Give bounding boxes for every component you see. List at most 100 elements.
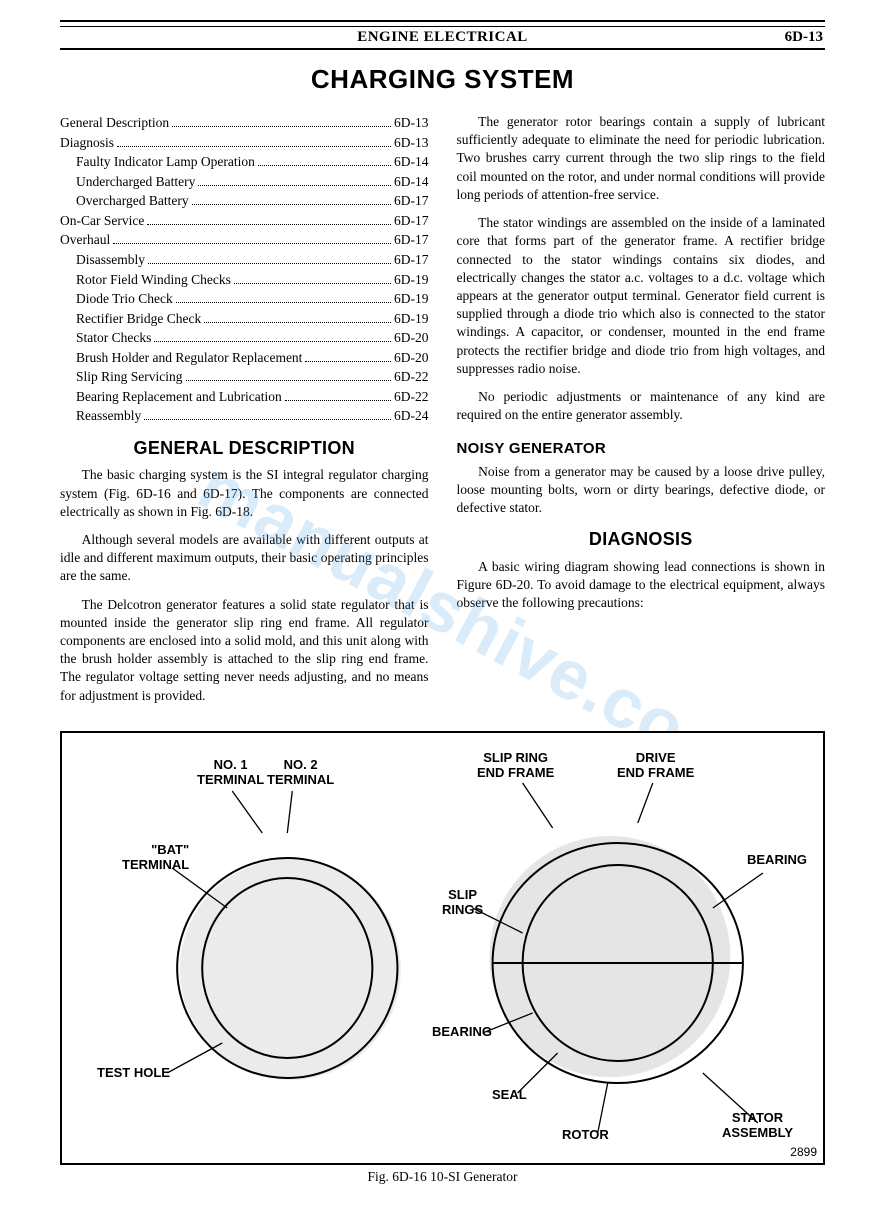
general-description-heading: GENERAL DESCRIPTION bbox=[60, 436, 429, 460]
toc-row: Overcharged Battery6D-17 bbox=[60, 191, 429, 211]
toc-dots bbox=[117, 146, 391, 147]
toc-page: 6D-13 bbox=[394, 133, 429, 153]
body-paragraph: The Delcotron generator features a solid… bbox=[60, 596, 429, 705]
toc-page: 6D-22 bbox=[394, 387, 429, 407]
body-paragraph: Noise from a generator may be caused by … bbox=[457, 463, 826, 518]
header-section-title: ENGINE ELECTRICAL bbox=[357, 29, 528, 46]
toc-label: Rotor Field Winding Checks bbox=[76, 270, 231, 290]
figure-leader-lines bbox=[62, 733, 823, 1163]
figure-label-no2-terminal: NO. 2 TERMINAL bbox=[267, 758, 334, 788]
toc-page: 6D-19 bbox=[394, 289, 429, 309]
toc-dots bbox=[198, 185, 391, 186]
body-paragraph: The stator windings are assembled on the… bbox=[457, 214, 826, 378]
toc-row: Overhaul 6D-17 bbox=[60, 230, 429, 250]
toc-page: 6D-20 bbox=[394, 348, 429, 368]
toc-page: 6D-24 bbox=[394, 406, 429, 426]
toc-row: Brush Holder and Regulator Replacement 6D… bbox=[60, 348, 429, 368]
toc-label: Stator Checks bbox=[76, 328, 151, 348]
toc-label: Overhaul bbox=[60, 230, 110, 250]
figure-label-stator-assembly: STATOR ASSEMBLY bbox=[722, 1111, 793, 1141]
figure-label-rotor: ROTOR bbox=[562, 1128, 609, 1143]
page-header: ENGINE ELECTRICAL 6D-13 bbox=[60, 29, 825, 48]
toc-row: Diode Trio Check 6D-19 bbox=[60, 289, 429, 309]
content-columns: General Description6D-13Diagnosis6D-13Fa… bbox=[60, 113, 825, 715]
toc-dots bbox=[186, 380, 391, 381]
toc-dots bbox=[172, 126, 391, 127]
toc-label: Overcharged Battery bbox=[76, 191, 189, 211]
toc-dots bbox=[148, 263, 391, 264]
body-paragraph: The basic charging system is the SI inte… bbox=[60, 466, 429, 521]
figure-label-bat-terminal: "BAT" TERMINAL bbox=[122, 843, 189, 873]
toc-label: Diode Trio Check bbox=[76, 289, 173, 309]
figure-6d-16: NO. 1 TERMINAL NO. 2 TERMINAL "BAT" TERM… bbox=[60, 731, 825, 1165]
figure-label-bearing-right: BEARING bbox=[747, 853, 807, 868]
toc-dots bbox=[192, 204, 391, 205]
header-page-number: 6D-13 bbox=[785, 29, 823, 46]
toc-label: Faulty Indicator Lamp Operation bbox=[76, 152, 255, 172]
toc-row: Bearing Replacement and Lubrication 6D-22 bbox=[60, 387, 429, 407]
toc-dots bbox=[204, 322, 391, 323]
toc-row: Stator Checks 6D-20 bbox=[60, 328, 429, 348]
top-rule bbox=[60, 20, 825, 27]
toc-page: 6D-20 bbox=[394, 328, 429, 348]
toc-dots bbox=[285, 400, 391, 401]
toc-label: Reassembly bbox=[76, 406, 141, 426]
toc-page: 6D-14 bbox=[394, 172, 429, 192]
toc-row: Disassembly 6D-17 bbox=[60, 250, 429, 270]
body-paragraph: A basic wiring diagram showing lead conn… bbox=[457, 558, 826, 613]
body-paragraph: No periodic adjustments or maintenance o… bbox=[457, 388, 826, 424]
left-column: General Description6D-13Diagnosis6D-13Fa… bbox=[60, 113, 429, 715]
toc-dots bbox=[176, 302, 391, 303]
figure-label-seal: SEAL bbox=[492, 1088, 527, 1103]
figure-label-test-hole: TEST HOLE bbox=[97, 1066, 170, 1081]
toc-dots bbox=[147, 224, 391, 225]
toc-dots bbox=[234, 283, 391, 284]
toc-label: Brush Holder and Regulator Replacement bbox=[76, 348, 302, 368]
header-left-spacer bbox=[62, 29, 66, 46]
toc-label: Slip Ring Servicing bbox=[76, 367, 183, 387]
toc-page: 6D-17 bbox=[394, 250, 429, 270]
toc-row: Undercharged Battery 6D-14 bbox=[60, 172, 429, 192]
toc-row: Rectifier Bridge Check 6D-19 bbox=[60, 309, 429, 329]
toc-row: On-Car Service 6D-17 bbox=[60, 211, 429, 231]
body-paragraph: Although several models are available wi… bbox=[60, 531, 429, 586]
figure-label-drive-end-frame: DRIVE END FRAME bbox=[617, 751, 694, 781]
toc-dots bbox=[305, 361, 391, 362]
toc-row: Rotor Field Winding Checks 6D-19 bbox=[60, 270, 429, 290]
toc-label: On-Car Service bbox=[60, 211, 144, 231]
figure-label-slip-ring-end-frame: SLIP RING END FRAME bbox=[477, 751, 554, 781]
toc-label: Disassembly bbox=[76, 250, 145, 270]
figure-number: 2899 bbox=[790, 1145, 817, 1159]
toc-label: Undercharged Battery bbox=[76, 172, 195, 192]
body-paragraph: The generator rotor bearings contain a s… bbox=[457, 113, 826, 204]
toc-dots bbox=[258, 165, 391, 166]
right-column: The generator rotor bearings contain a s… bbox=[457, 113, 826, 715]
figure-label-no1-terminal: NO. 1 TERMINAL bbox=[197, 758, 264, 788]
page: manualshive.co ENGINE ELECTRICAL 6D-13 C… bbox=[0, 0, 885, 1215]
figure-caption: Fig. 6D-16 10-SI Generator bbox=[60, 1169, 825, 1185]
diagnosis-heading: DIAGNOSIS bbox=[457, 527, 826, 551]
toc-page: 6D-19 bbox=[394, 270, 429, 290]
toc-label: Bearing Replacement and Lubrication bbox=[76, 387, 282, 407]
toc-page: 6D-17 bbox=[394, 211, 429, 231]
toc-page: 6D-14 bbox=[394, 152, 429, 172]
table-of-contents: General Description6D-13Diagnosis6D-13Fa… bbox=[60, 113, 429, 426]
toc-row: Slip Ring Servicing6D-22 bbox=[60, 367, 429, 387]
toc-page: 6D-17 bbox=[394, 230, 429, 250]
figure-label-bearing-left: BEARING bbox=[432, 1025, 492, 1040]
toc-dots bbox=[144, 419, 391, 420]
toc-label: General Description bbox=[60, 113, 169, 133]
toc-row: General Description 6D-13 bbox=[60, 113, 429, 133]
toc-dots bbox=[113, 243, 391, 244]
toc-row: Reassembly 6D-24 bbox=[60, 406, 429, 426]
toc-label: Diagnosis bbox=[60, 133, 114, 153]
figure-label-slip-rings: SLIP RINGS bbox=[442, 888, 483, 918]
noisy-generator-heading: NOISY GENERATOR bbox=[457, 439, 826, 459]
toc-page: 6D-19 bbox=[394, 309, 429, 329]
toc-label: Rectifier Bridge Check bbox=[76, 309, 201, 329]
toc-row: Faulty Indicator Lamp Operation 6D-14 bbox=[60, 152, 429, 172]
toc-row: Diagnosis 6D-13 bbox=[60, 133, 429, 153]
main-title: CHARGING SYSTEM bbox=[60, 64, 825, 95]
toc-dots bbox=[154, 341, 391, 342]
toc-page: 6D-13 bbox=[394, 113, 429, 133]
